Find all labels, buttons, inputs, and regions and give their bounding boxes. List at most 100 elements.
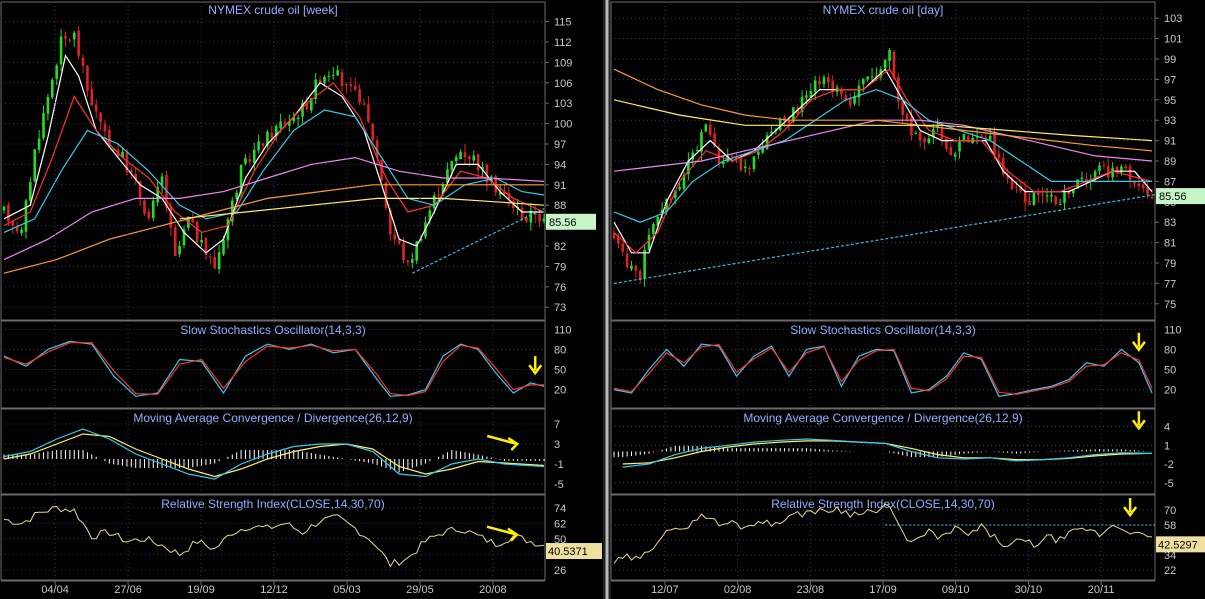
price-tick-label: 75: [1164, 299, 1176, 311]
candle: [682, 171, 686, 193]
candle: [226, 216, 230, 249]
candle: [362, 99, 366, 106]
candle: [2, 205, 6, 214]
candle: [1063, 184, 1066, 210]
candle: [1028, 193, 1031, 206]
stochastic-pane-tick-label: 80: [554, 344, 566, 356]
candle: [507, 187, 511, 208]
candle: [463, 144, 467, 166]
macd-pane-tick-label: 7: [554, 419, 560, 431]
candle: [432, 192, 436, 214]
candle: [748, 165, 751, 176]
candle: [988, 127, 992, 142]
price-tick-label: 82: [554, 241, 566, 253]
candle: [130, 166, 133, 179]
macd-line: [3, 428, 545, 480]
candle: [169, 201, 173, 236]
candle: [704, 123, 708, 133]
x-tick-label: 20/11: [1088, 584, 1115, 596]
stochastic-pane-title: Slow Stochastics Oscillator(14,3,3): [790, 323, 975, 337]
price-tick-label: 77: [1164, 278, 1176, 290]
moving-average-line-orange: [3, 184, 544, 274]
candle: [945, 136, 948, 152]
candle: [283, 118, 287, 129]
price-tick-label: 93: [1164, 115, 1176, 127]
x-tick-label: 09/10: [942, 584, 970, 596]
candle: [1045, 187, 1049, 203]
x-tick-label: 20/08: [479, 584, 507, 596]
price-tick-label: 97: [554, 139, 566, 151]
candle: [103, 119, 107, 138]
x-tick-label: 19/09: [187, 584, 215, 596]
rsi-pane-tick-label: 58: [1164, 520, 1176, 532]
candle: [147, 208, 151, 221]
candle: [1041, 187, 1044, 204]
price-tick-label: 112: [554, 37, 572, 49]
candle: [853, 91, 856, 106]
price-tick-label: 103: [554, 98, 572, 110]
candle: [402, 237, 405, 264]
candle: [15, 221, 19, 234]
x-tick-label: 17/09: [869, 584, 897, 596]
candle: [459, 149, 462, 160]
macd-pane-tick-label: -1: [554, 459, 564, 471]
candle: [757, 150, 760, 160]
stochastic-pane-tick-label: 80: [1164, 344, 1176, 356]
candle: [691, 149, 695, 168]
candle: [1102, 161, 1106, 170]
moving-average-line-yellow: [613, 99, 1153, 142]
candle: [160, 172, 164, 194]
candle: [831, 75, 835, 98]
candle: [809, 83, 813, 102]
candle: [68, 38, 72, 43]
candle: [800, 90, 804, 117]
price-tick-label: 109: [554, 57, 572, 69]
rsi-line: [613, 503, 1153, 564]
candle: [923, 136, 926, 150]
candle: [323, 75, 326, 87]
candle: [301, 99, 304, 124]
arrow-icon: [1131, 411, 1146, 431]
candle: [204, 236, 208, 261]
stochastic-pane-title: Slow Stochastics Oscillator(14,3,3): [180, 323, 365, 337]
macd-pane: Moving Average Convergence / Divergence(…: [611, 411, 1174, 490]
candle: [905, 111, 909, 124]
candle: [327, 71, 331, 82]
price-tick-label: 94: [554, 159, 566, 171]
candle: [42, 105, 45, 141]
stochastic-pane-tick-label: 110: [1164, 324, 1182, 336]
price-tick-label: 88: [554, 200, 566, 212]
candle: [331, 66, 335, 80]
candle: [37, 130, 41, 154]
chart-title: NYMEX crude oil [week]: [208, 3, 337, 17]
moving-average-line-magenta: [3, 156, 545, 261]
candle: [20, 226, 23, 236]
candle: [1071, 189, 1075, 198]
x-tick-label: 02/08: [724, 584, 752, 596]
candle: [634, 264, 638, 279]
candle: [266, 129, 269, 149]
macd-pane-tick-label: -5: [1164, 478, 1174, 490]
rsi-last-box: [1156, 536, 1205, 553]
stochastic-pane-tick-label: 50: [554, 365, 566, 377]
chart-week: 115112109106103100979491888582797673NYME…: [0, 1, 602, 596]
price-tick-label: 99: [1164, 54, 1176, 66]
candle: [296, 114, 300, 127]
macd-pane: Moving Average Convergence / Divergence(…: [1, 411, 564, 491]
candle: [24, 198, 28, 239]
rsi-last-label: 40.5371: [548, 546, 588, 558]
candle: [358, 84, 361, 106]
macd-pane-tick-label: 3: [554, 439, 560, 451]
candle: [525, 215, 528, 224]
moving-average-line-cyan: [3, 109, 545, 233]
candle: [252, 142, 256, 171]
stochastic-pane-tick-label: 20: [1164, 385, 1176, 397]
price-pane: 115112109106103100979491888582797673NYME…: [1, 3, 596, 314]
candle: [678, 182, 681, 192]
price-tick-label: 97: [1164, 74, 1176, 86]
candle: [1106, 158, 1110, 183]
rsi-last-box: [546, 543, 602, 560]
candle: [195, 220, 199, 246]
candle: [239, 164, 243, 200]
price-tick-label: 89: [1164, 156, 1176, 168]
